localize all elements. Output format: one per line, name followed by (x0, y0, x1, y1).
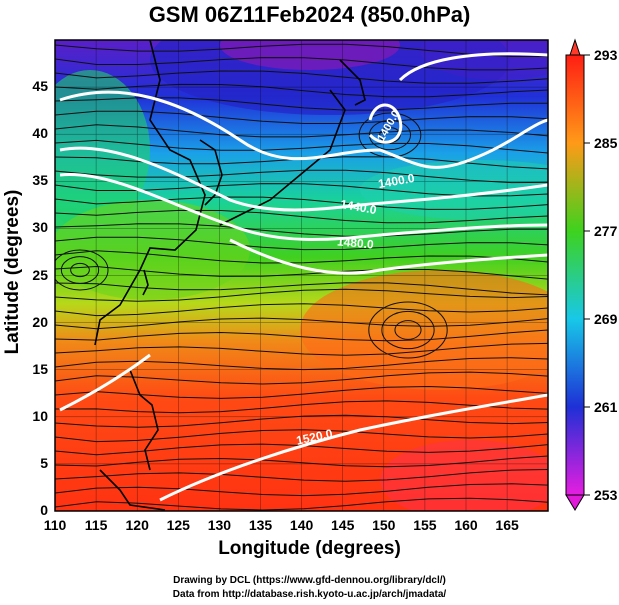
y-tick-label: 35 (32, 172, 48, 189)
y-tick-label: 0 (40, 502, 48, 518)
streamlines (55, 43, 548, 511)
x-tick-label: 165 (495, 517, 519, 533)
credit-drawing: Drawing by DCL (https://www.gfd-dennou.o… (173, 575, 446, 586)
plot-frame (54, 39, 549, 512)
x-tick-label: 150 (372, 517, 396, 533)
x-tick-label: 125 (166, 517, 190, 533)
x-tick-label: 120 (125, 517, 149, 533)
y-tick-label: 20 (32, 313, 48, 330)
x-tick-label: 115 (84, 517, 108, 533)
x-tick-label: 130 (207, 517, 232, 533)
y-tick-label: 10 (32, 407, 48, 424)
colorbar-tick: 261 (594, 399, 618, 415)
y-tick-label: 45 (32, 78, 48, 95)
map-title: GSM 06Z11Feb2024 (850.0hPa) (148, 2, 471, 27)
y-tick-label: 25 (32, 266, 48, 283)
colorbar-tick: 285 (594, 135, 618, 151)
colorbar (565, 38, 590, 511)
colorbar-tick: 253 (594, 487, 618, 503)
graticule (55, 40, 548, 511)
x-tick-label: 155 (413, 517, 437, 533)
colorbar-tick: 269 (594, 311, 618, 327)
colorbar-tick: 277 (594, 223, 618, 239)
x-tick-label: 160 (454, 517, 478, 533)
y-tick-label: 40 (32, 125, 48, 142)
y-tick-label: 5 (40, 454, 48, 471)
x-tick-label: 110 (43, 517, 67, 533)
colorbar-tick: 293 (594, 47, 618, 63)
credit-data: Data from http://database.rish.kyoto-u.a… (172, 589, 447, 600)
x-axis-label: Longitude (degrees) (218, 538, 401, 559)
y-tick-label: 15 (32, 360, 48, 377)
coastlines (94, 40, 366, 511)
y-tick-label: 30 (32, 219, 48, 236)
x-tick-label: 140 (289, 517, 314, 533)
x-tick-label: 135 (248, 517, 273, 533)
x-tick-label: 145 (331, 517, 355, 533)
height-contours (59, 52, 548, 502)
y-axis-label: Latitude (degrees) (2, 189, 23, 355)
